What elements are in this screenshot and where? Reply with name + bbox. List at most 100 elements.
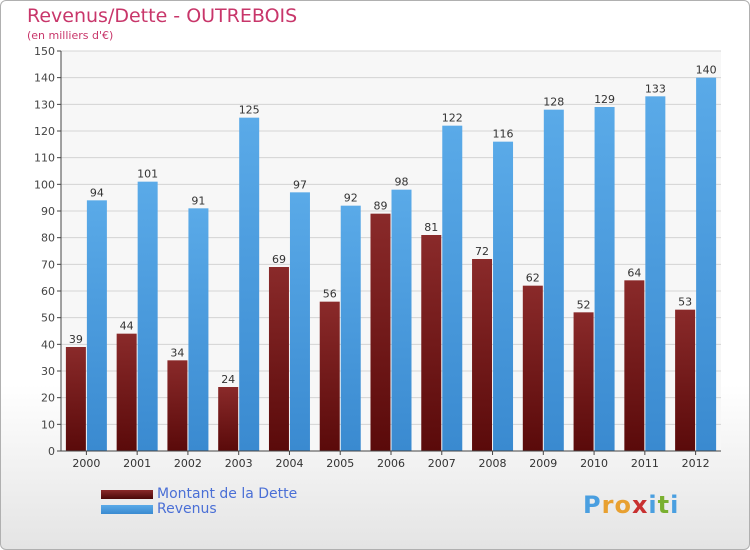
- x-tick-label: 2006: [377, 457, 405, 470]
- bar-revenus: [239, 117, 260, 452]
- x-tick-label: 2004: [275, 457, 303, 470]
- data-label: 24: [221, 373, 235, 386]
- x-tick-label: 2012: [682, 457, 710, 470]
- y-tick-label: 100: [34, 178, 55, 191]
- y-tick-label: 80: [41, 232, 55, 245]
- data-label: 64: [627, 266, 641, 279]
- bar-revenus: [442, 125, 463, 452]
- data-label: 72: [475, 245, 489, 258]
- data-label: 69: [272, 253, 286, 266]
- bar-revenus: [86, 200, 107, 451]
- y-tick-label: 90: [41, 205, 55, 218]
- data-label: 62: [526, 272, 540, 285]
- proxiti-logo: Proxiti: [583, 491, 679, 519]
- x-tick-label: 2009: [529, 457, 557, 470]
- logo-letter: i: [648, 491, 658, 519]
- bar-dette: [624, 280, 645, 451]
- chart-title: Revenus/Dette - OUTREBOIS: [27, 5, 298, 27]
- data-label: 39: [69, 333, 83, 346]
- bars: [65, 77, 717, 452]
- x-tick-label: 2007: [428, 457, 456, 470]
- y-tick-label: 140: [34, 72, 55, 85]
- y-tick-label: 50: [41, 312, 55, 325]
- y-tick-label: 0: [48, 445, 55, 458]
- logo-letter: o: [614, 491, 632, 519]
- y-tick-label: 30: [41, 365, 55, 378]
- data-label: 56: [323, 288, 337, 301]
- bar-revenus: [188, 208, 209, 451]
- data-label: 34: [170, 346, 184, 359]
- bar-dette: [319, 301, 340, 451]
- x-tick-label: 2001: [123, 457, 151, 470]
- legend-swatch-revenus: [101, 505, 153, 514]
- bar-revenus: [289, 192, 310, 452]
- data-label: 101: [137, 168, 158, 181]
- bar-revenus: [493, 141, 514, 451]
- bar-revenus: [543, 109, 564, 452]
- data-label: 91: [191, 194, 205, 207]
- x-tick-label: 2010: [580, 457, 608, 470]
- bar-dette: [116, 333, 137, 451]
- y-tick-label: 20: [41, 392, 55, 405]
- data-label: 140: [696, 64, 717, 77]
- y-tick-label: 110: [34, 152, 55, 165]
- y-tick-label: 40: [41, 338, 55, 351]
- x-tick-label: 2002: [174, 457, 202, 470]
- bar-revenus: [391, 189, 412, 451]
- data-label: 116: [493, 128, 514, 141]
- data-label: 44: [120, 320, 134, 333]
- data-label: 129: [594, 93, 615, 106]
- legend-label-revenus: Revenus: [157, 501, 217, 517]
- x-tick-label: 2003: [225, 457, 253, 470]
- bar-revenus: [696, 77, 717, 452]
- x-tick-label: 2000: [72, 457, 100, 470]
- bar-revenus: [340, 205, 361, 451]
- y-tick-label: 150: [34, 45, 55, 58]
- data-label: 92: [344, 192, 358, 205]
- bar-revenus: [137, 181, 158, 451]
- data-label: 122: [442, 112, 463, 125]
- logo-letter: i: [670, 491, 680, 519]
- data-label: 98: [395, 176, 409, 189]
- data-label: 128: [543, 96, 564, 109]
- logo-letter: t: [657, 491, 671, 519]
- logo-letter: x: [631, 491, 649, 519]
- x-tick-label: 2005: [326, 457, 354, 470]
- legend-label-debt: Montant de la Dette: [157, 486, 298, 502]
- y-tick-label: 70: [41, 258, 55, 271]
- legend-swatch-debt: [101, 490, 153, 499]
- chart-subtitle: (en milliers d'€): [27, 29, 114, 42]
- y-tick-label: 60: [41, 285, 55, 298]
- y-tick-label: 10: [41, 418, 55, 431]
- logo-letter: r: [601, 491, 615, 519]
- bar-dette: [573, 312, 594, 451]
- data-label: 125: [239, 104, 260, 117]
- data-label: 81: [424, 221, 438, 234]
- bar-dette: [65, 347, 86, 451]
- data-label: 52: [577, 298, 591, 311]
- data-label: 133: [645, 82, 666, 95]
- grid: [61, 50, 721, 452]
- data-label: 94: [90, 186, 104, 199]
- y-tick-label: 130: [34, 98, 55, 111]
- bar-dette: [370, 213, 391, 451]
- x-tick-label: 2008: [479, 457, 507, 470]
- bar-dette: [167, 360, 188, 451]
- bar-dette: [472, 259, 493, 451]
- bar-dette: [268, 267, 289, 451]
- x-tick-label: 2011: [631, 457, 659, 470]
- plot-area: [61, 51, 721, 451]
- bar-dette: [675, 309, 696, 451]
- bar-revenus: [645, 96, 666, 451]
- y-tick-label: 120: [34, 125, 55, 138]
- data-label: 53: [678, 296, 692, 309]
- data-label: 89: [374, 200, 388, 213]
- bar-dette: [522, 285, 543, 451]
- bar-revenus: [594, 107, 615, 451]
- data-label: 97: [293, 178, 307, 191]
- axes: 0 10 20 30 40 50 60 70 80 90 100 110 120 130 140 150 200…: [34, 45, 721, 470]
- logo-letter: P: [583, 491, 602, 519]
- bar-dette: [218, 387, 239, 451]
